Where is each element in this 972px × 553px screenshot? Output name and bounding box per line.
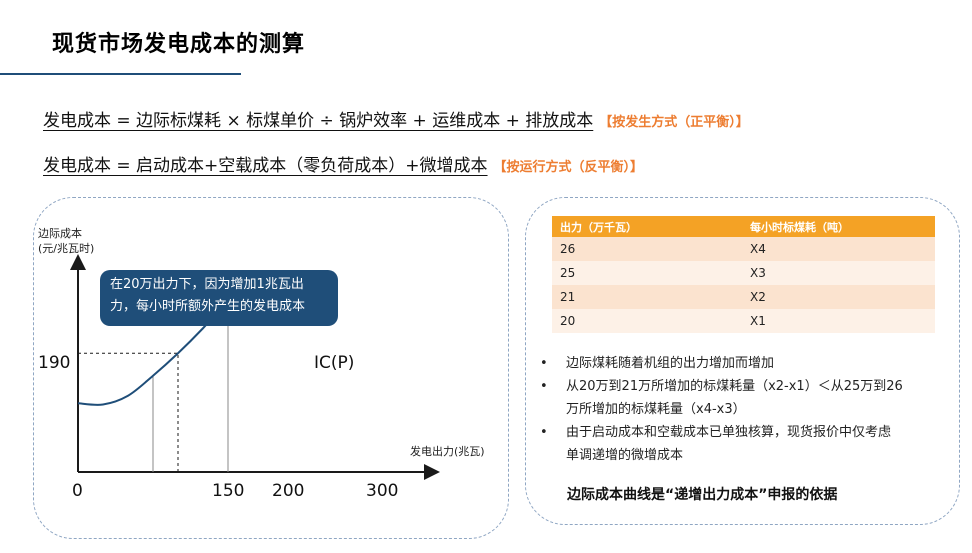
bullet-item: • 边际煤耗随着机组的出力增加而增加 [540, 352, 940, 375]
table-row: 20 X1 [552, 309, 935, 333]
header-output: 出力（万千瓦） [552, 216, 742, 237]
explanation-panel [525, 197, 960, 525]
y-tick-190: 190 [38, 353, 70, 373]
bullet-item: • 由于启动成本和空载成本已单独核算，现货报价中仅考虑 单调递增的微增成本 [540, 421, 940, 467]
formula-2-text: 发电成本 = 启动成本+空载成本（零负荷成本）+微增成本 [43, 156, 488, 176]
coal-consumption-table: 出力（万千瓦） 每小时标煤耗（吨） 26 X4 25 X3 21 X2 20 X… [552, 216, 935, 333]
table-row: 25 X3 [552, 261, 935, 285]
x-tick-300: 300 [366, 481, 398, 501]
cell-coal: X3 [742, 261, 935, 285]
cell-coal: X2 [742, 285, 935, 309]
y-axis-label-line1: 边际成本 [38, 227, 82, 240]
x-axis-label: 发电出力(兆瓦) [410, 444, 485, 458]
formula-2-tag: 【按运行方式（反平衡）】 [493, 160, 644, 175]
table-row: 26 X4 [552, 237, 935, 261]
callout-line1: 在20万出力下，因为增加1兆瓦出 [110, 277, 304, 292]
cell-output: 25 [552, 261, 742, 285]
conclusion-text: 边际成本曲线是“递增出力成本”申报的依据 [567, 487, 838, 503]
ic-curve [77, 300, 229, 406]
cell-coal: X1 [742, 309, 935, 333]
table-header-row: 出力（万千瓦） 每小时标煤耗（吨） [552, 216, 935, 237]
cell-output: 26 [552, 237, 742, 261]
bullet-dot: • [540, 425, 548, 440]
cell-coal: X4 [742, 237, 935, 261]
x-tick-150: 150 [212, 481, 244, 501]
cell-output: 21 [552, 285, 742, 309]
chart-callout: 在20万出力下，因为增加1兆瓦出 力，每小时所额外产生的发电成本 [100, 270, 338, 326]
formula-1-tag: 【按发生方式（正平衡）】 [599, 115, 749, 130]
bullet-3-line1: 由于启动成本和空载成本已单独核算，现货报价中仅考虑 [566, 425, 892, 440]
chart-panel [33, 197, 509, 539]
page-title: 现货市场发电成本的测算 [52, 32, 306, 57]
curve-label: IC(P) [314, 353, 354, 373]
bullet-dot: • [540, 379, 548, 394]
bullet-2-line2: 万所增加的标煤耗量（x4-x3） [566, 402, 746, 417]
title-underline [0, 73, 241, 75]
bullet-list: • 边际煤耗随着机组的出力增加而增加 • 从20万到21万所增加的标煤耗量（x2… [540, 352, 940, 467]
y-axis-label-line2: (元/兆瓦时) [38, 242, 95, 255]
bullet-dot: • [540, 356, 548, 371]
bullet-1-line1: 边际煤耗随着机组的出力增加而增加 [566, 356, 775, 371]
x-tick-0: 0 [72, 481, 83, 501]
bullet-3-line2: 单调递增的微增成本 [566, 448, 684, 463]
bullet-item: • 从20万到21万所增加的标煤耗量（x2-x1）＜从25万到26 万所增加的标… [540, 375, 940, 421]
x-tick-200: 200 [272, 481, 304, 501]
formula-1-text: 发电成本 = 边际标煤耗 × 标煤单价 ÷ 锅炉效率 + 运维成本 + 排放成本 [43, 111, 594, 131]
cell-output: 20 [552, 309, 742, 333]
callout-line2: 力，每小时所额外产生的发电成本 [110, 299, 306, 314]
bullet-2-line1: 从20万到21万所增加的标煤耗量（x2-x1）＜从25万到26 [566, 379, 903, 394]
table-row: 21 X2 [552, 285, 935, 309]
formula-positive-balance: 发电成本 = 边际标煤耗 × 标煤单价 ÷ 锅炉效率 + 运维成本 + 排放成本… [43, 106, 749, 131]
header-coal: 每小时标煤耗（吨） [742, 216, 935, 237]
formula-reverse-balance: 发电成本 = 启动成本+空载成本（零负荷成本）+微增成本 【按运行方式（反平衡）】 [43, 151, 643, 176]
